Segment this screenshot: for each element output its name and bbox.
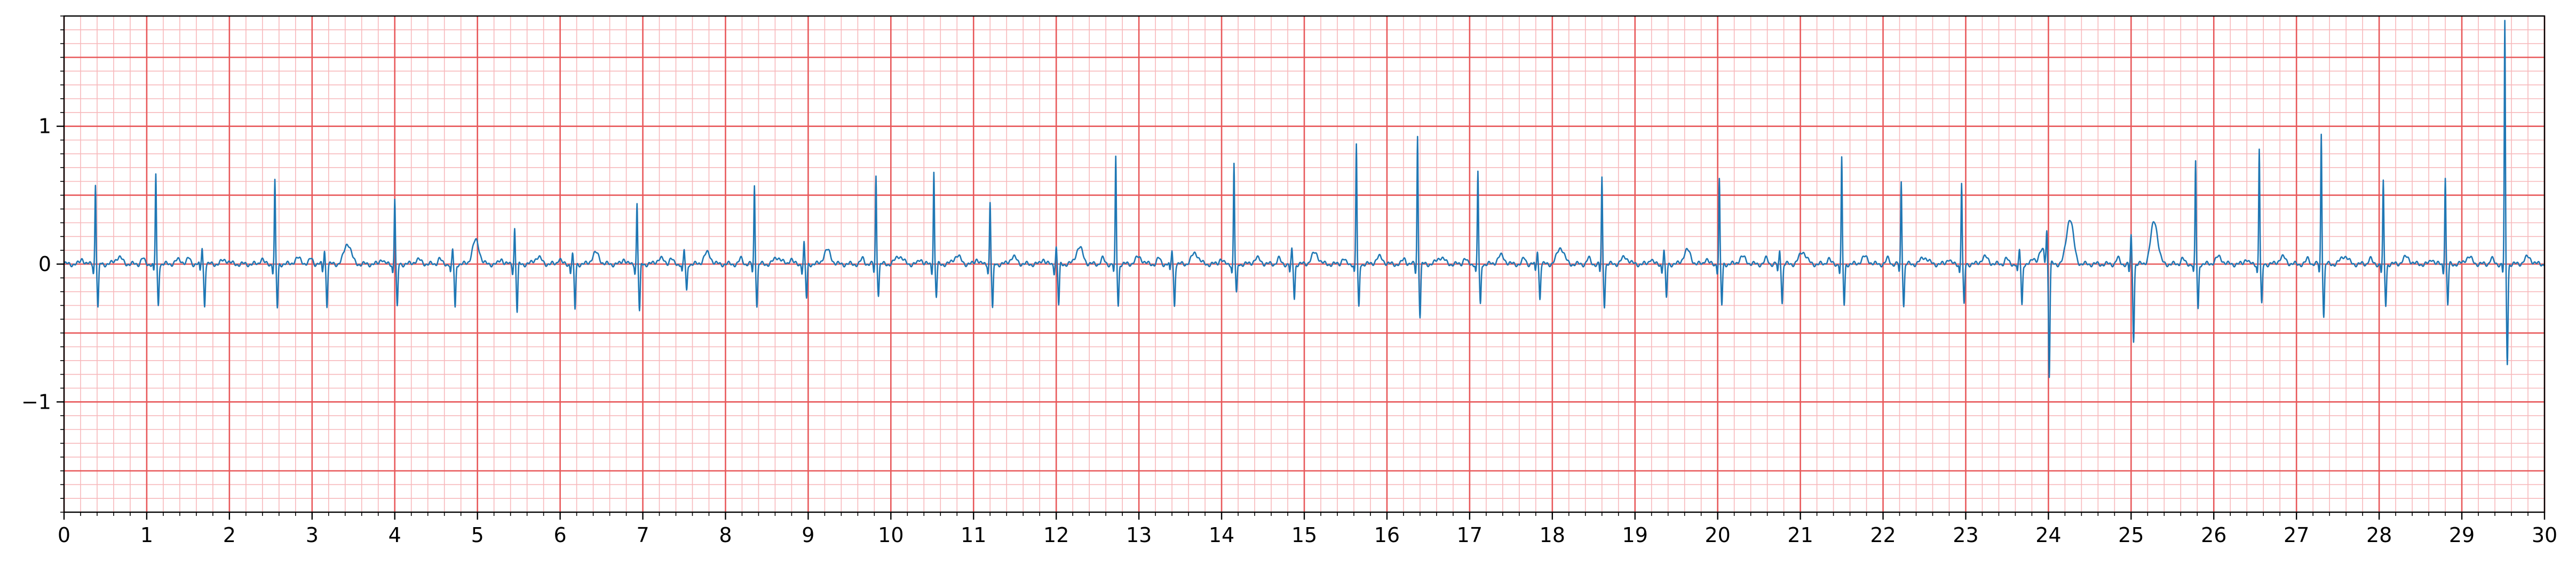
trace-layer <box>63 20 2545 378</box>
y-tick-label: 0 <box>38 252 51 276</box>
x-tick-label: 0 <box>58 523 70 547</box>
x-tick-label: 16 <box>1374 523 1400 547</box>
x-tick-label: 15 <box>1291 523 1317 547</box>
x-tick-label: 18 <box>1540 523 1565 547</box>
x-tick-label: 9 <box>802 523 814 547</box>
x-tick-label: 23 <box>1953 523 1978 547</box>
x-tick-label: 13 <box>1126 523 1152 547</box>
x-tick-label: 2 <box>223 523 236 547</box>
x-axis-ticks: 0 1 2 3 4 5 6 7 8 9 10 11 12 13 14 15 16 17 18 19 20 21 22 23 24… <box>58 512 2557 547</box>
x-tick-label: 21 <box>1787 523 1813 547</box>
x-tick-label: 6 <box>554 523 567 547</box>
x-tick-label: 22 <box>1870 523 1896 547</box>
x-tick-label: 24 <box>2035 523 2061 547</box>
x-tick-label: 26 <box>2201 523 2226 547</box>
x-tick-label: 7 <box>636 523 649 547</box>
x-tick-label: 20 <box>1705 523 1730 547</box>
ecg-trace-line <box>63 20 2545 378</box>
x-tick-label: 29 <box>2449 523 2475 547</box>
x-tick-label: 11 <box>961 523 986 547</box>
x-tick-label: 27 <box>2284 523 2309 547</box>
x-tick-label: 5 <box>471 523 484 547</box>
x-tick-label: 12 <box>1043 523 1069 547</box>
x-tick-label: 3 <box>306 523 319 547</box>
x-tick-label: 14 <box>1209 523 1234 547</box>
x-tick-label: 10 <box>878 523 903 547</box>
x-tick-label: 17 <box>1457 523 1483 547</box>
y-tick-label: −1 <box>21 390 51 413</box>
x-tick-label: 30 <box>2532 523 2557 547</box>
x-tick-label: 25 <box>2118 523 2144 547</box>
x-tick-label: 8 <box>719 523 732 547</box>
y-axis-ticks: −1 0 1 <box>21 15 64 513</box>
y-tick-label: 1 <box>38 115 51 138</box>
x-tick-label: 28 <box>2366 523 2392 547</box>
x-tick-label: 1 <box>140 523 153 547</box>
x-tick-label: 19 <box>1622 523 1648 547</box>
x-tick-label: 4 <box>389 523 401 547</box>
